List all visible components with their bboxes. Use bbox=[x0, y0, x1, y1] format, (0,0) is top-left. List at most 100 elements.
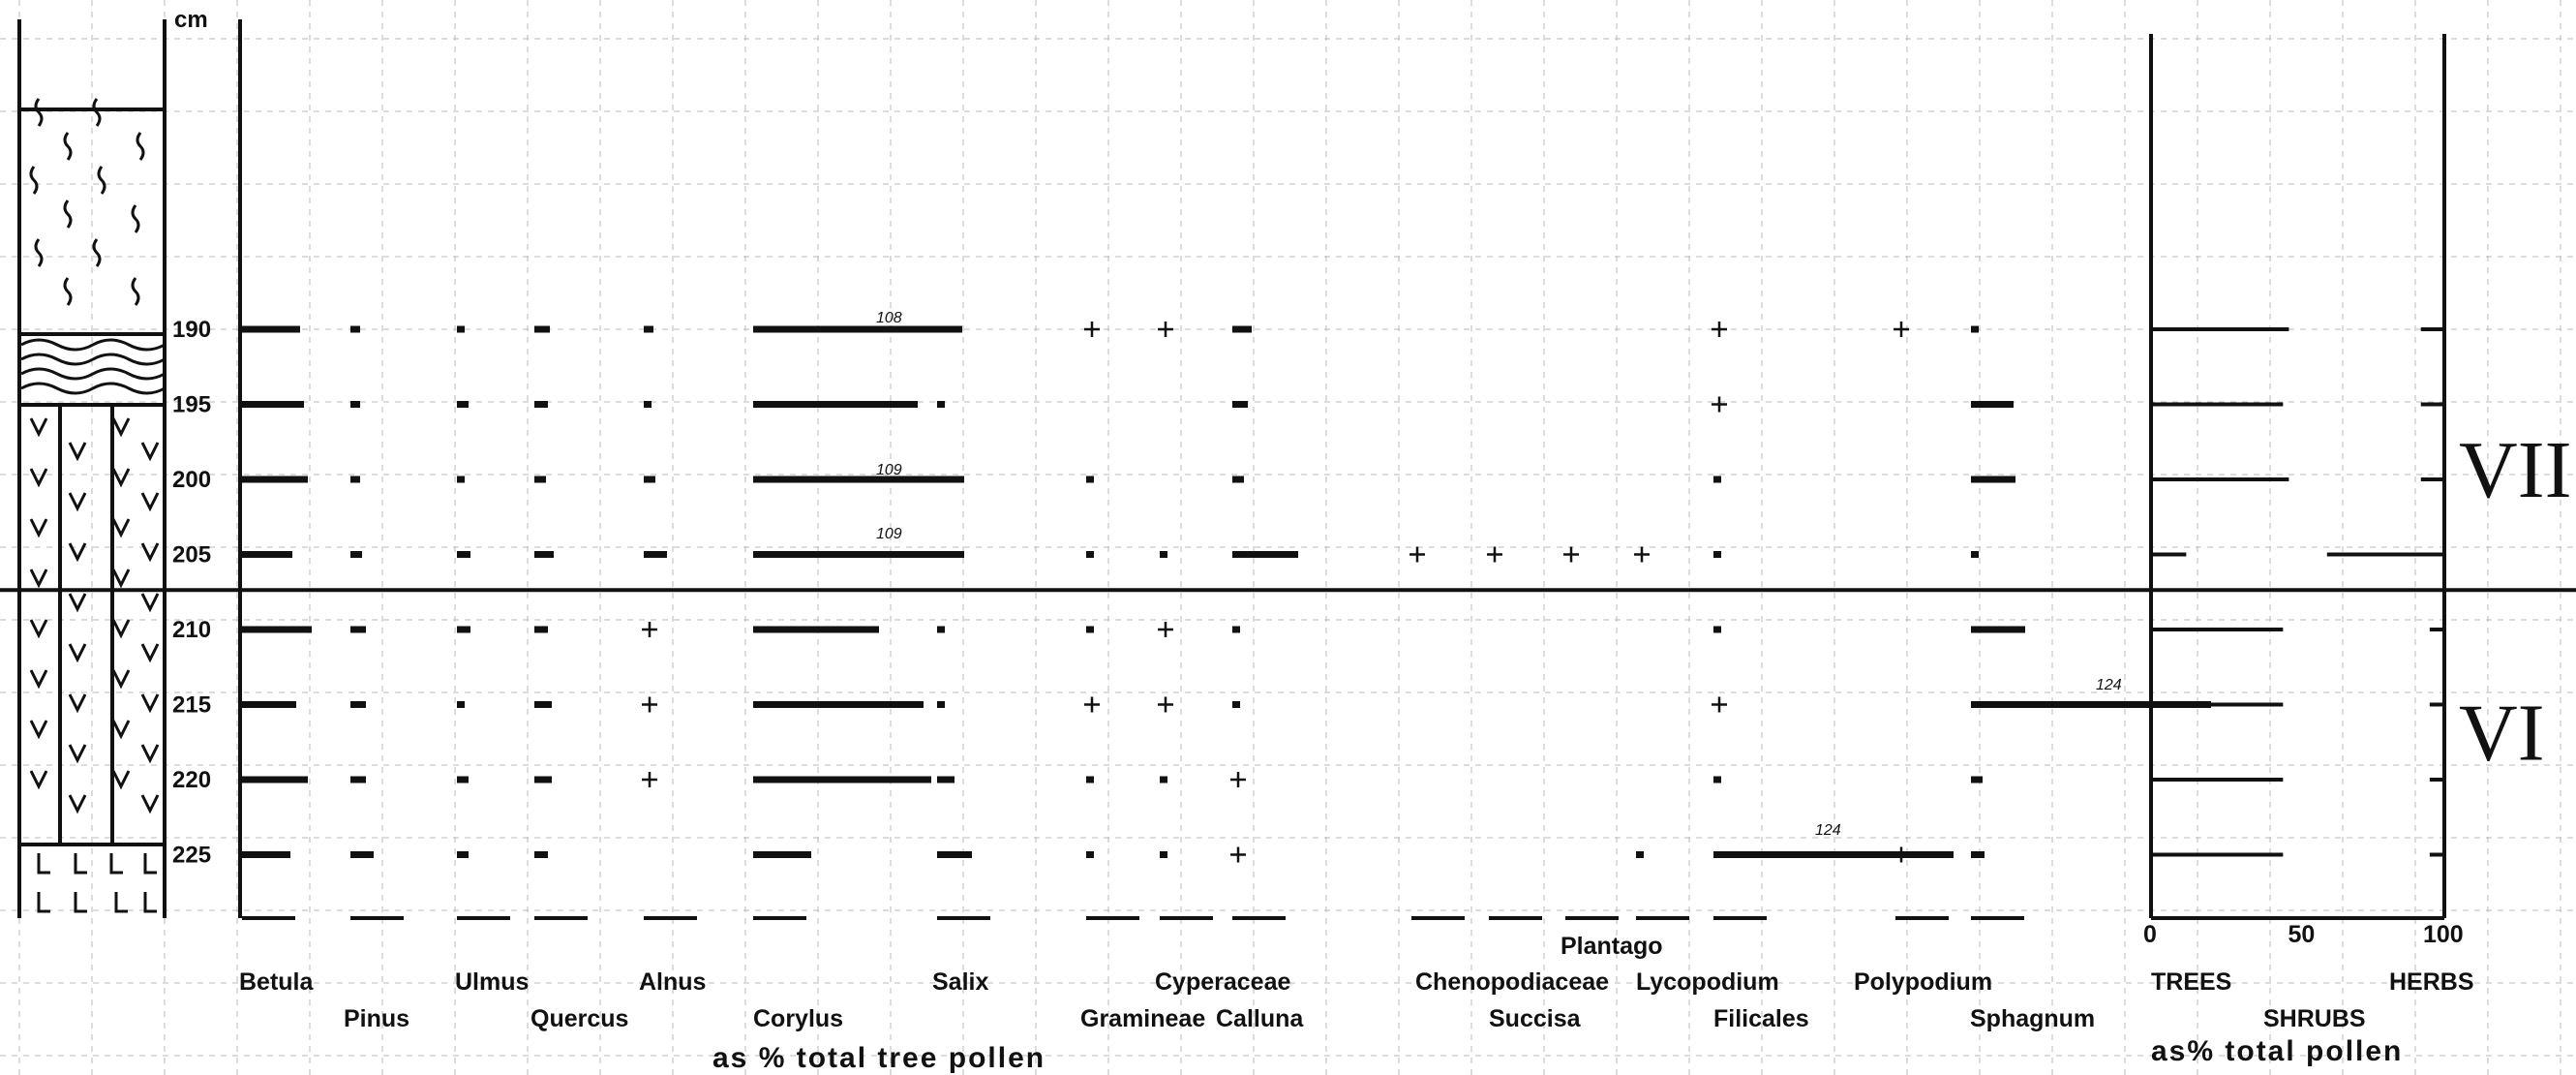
bar-value-annotation: 124 bbox=[2096, 677, 2122, 693]
pollen-bar bbox=[242, 401, 304, 408]
pollen-bar bbox=[534, 776, 552, 783]
taxon-label: Calluna bbox=[1216, 1005, 1304, 1032]
taxon-label: Polypodium bbox=[1854, 968, 1992, 996]
pollen-bar bbox=[937, 325, 947, 333]
pollen-bar bbox=[644, 551, 667, 558]
summary-panel-frame bbox=[2149, 34, 2446, 920]
symbol-squiggle bbox=[136, 132, 145, 161]
taxon-label: Alnus bbox=[639, 968, 706, 996]
symbol-v bbox=[111, 770, 131, 790]
taxon-label: Cyperaceae bbox=[1155, 968, 1290, 996]
zone-label-vi: VI bbox=[2459, 689, 2545, 779]
pollen-bar bbox=[1086, 551, 1094, 558]
symbol-wavy-line bbox=[20, 338, 166, 352]
symbol-v bbox=[140, 542, 160, 563]
pollen-bar bbox=[1086, 476, 1094, 483]
pollen-bar bbox=[1232, 401, 1248, 408]
pollen-trace-marker bbox=[1158, 622, 1173, 637]
taxon-label: Ulmus bbox=[455, 968, 529, 996]
pollen-bar bbox=[242, 776, 308, 783]
pollen-trace-marker bbox=[1158, 322, 1173, 337]
pollen-bar bbox=[1971, 476, 2015, 483]
pollen-trace-marker bbox=[1230, 846, 1246, 863]
pollen-trace-marker bbox=[1894, 846, 1909, 863]
total-pollen-note: as% total pollen bbox=[2151, 1035, 2403, 1067]
pollen-bar bbox=[1232, 476, 1244, 483]
symbol-squiggle bbox=[131, 277, 140, 306]
pollen-trace-marker bbox=[1712, 696, 1727, 713]
depth-axis-unit-label: cm bbox=[174, 7, 208, 33]
tree-pollen-note: as % total tree pollen bbox=[712, 1042, 1046, 1074]
symbol-l bbox=[114, 892, 128, 913]
symbol-v bbox=[29, 669, 48, 690]
symbol-v bbox=[29, 568, 48, 589]
taxon-label: Pinus bbox=[344, 1005, 409, 1032]
symbol-l bbox=[74, 892, 87, 913]
symbol-v bbox=[111, 720, 131, 740]
bar-value-annotation: 109 bbox=[876, 526, 902, 542]
symbol-wavy-line bbox=[20, 382, 166, 395]
pollen-bar bbox=[457, 476, 465, 483]
symbol-v bbox=[68, 794, 87, 814]
symbol-v bbox=[140, 643, 160, 663]
symbol-wavy-line bbox=[20, 353, 166, 366]
pollen-bar bbox=[534, 325, 550, 333]
pollen-bar bbox=[534, 401, 548, 408]
pollen-bar bbox=[457, 401, 469, 408]
pollen-bar bbox=[753, 401, 918, 408]
symbol-v bbox=[111, 568, 131, 589]
pollen-trace-marker bbox=[642, 696, 657, 713]
pollen-bar bbox=[1232, 551, 1298, 558]
pollen-bar bbox=[1160, 776, 1167, 783]
symbol-v bbox=[68, 442, 87, 462]
pollen-trace-marker bbox=[1894, 322, 1909, 337]
pollen-trace-marker bbox=[642, 772, 657, 787]
depth-tick-label: 220 bbox=[172, 767, 211, 793]
herbs-label: HERBS bbox=[2389, 968, 2474, 996]
pollen-bar bbox=[457, 626, 470, 633]
symbol-v bbox=[140, 593, 160, 613]
pollen-trace-marker bbox=[1563, 546, 1579, 563]
pollen-trace-marker bbox=[1230, 772, 1246, 787]
symbol-l bbox=[37, 853, 50, 875]
symbol-squiggle bbox=[92, 98, 102, 127]
symbol-v bbox=[68, 693, 87, 714]
symbol-squiggle bbox=[34, 98, 44, 127]
pollen-trace-marker bbox=[1409, 546, 1425, 563]
pollen-bar bbox=[1971, 551, 1979, 558]
symbol-v bbox=[111, 669, 131, 690]
depth-tick-label: 215 bbox=[172, 692, 211, 719]
stratigraphy-column bbox=[17, 19, 167, 918]
symbol-v bbox=[29, 770, 48, 790]
pollen-bar bbox=[1086, 851, 1094, 858]
shrubs-label: SHRUBS bbox=[2263, 1005, 2366, 1032]
summary-tick-label: 100 bbox=[2423, 921, 2464, 948]
pollen-bar bbox=[753, 325, 962, 333]
pollen-bar bbox=[457, 551, 470, 558]
pollen-bar bbox=[1713, 626, 1721, 633]
symbol-v bbox=[29, 468, 48, 488]
pollen-bar bbox=[1086, 776, 1094, 783]
pollen-bar bbox=[1232, 626, 1240, 633]
taxon-label: Salix bbox=[932, 968, 988, 996]
symbol-v bbox=[111, 468, 131, 488]
symbol-v bbox=[68, 593, 87, 613]
pollen-trace-marker bbox=[1712, 322, 1727, 337]
symbol-squiggle bbox=[92, 238, 102, 267]
symbol-v bbox=[29, 417, 48, 438]
zone-label-vii: VII bbox=[2459, 425, 2572, 515]
symbol-v bbox=[29, 720, 48, 740]
pollen-bar bbox=[753, 776, 931, 783]
pollen-bar bbox=[457, 851, 469, 858]
depth-tick-label: 195 bbox=[172, 392, 211, 418]
taxon-label: Sphagnum bbox=[1970, 1005, 2095, 1032]
symbol-l bbox=[143, 853, 157, 875]
pollen-bar bbox=[937, 851, 972, 858]
pollen-bar bbox=[350, 851, 374, 858]
symbol-v bbox=[140, 442, 160, 462]
pollen-bar bbox=[1971, 626, 2025, 633]
pollen-trace-marker bbox=[642, 622, 657, 637]
symbol-l bbox=[109, 853, 123, 875]
